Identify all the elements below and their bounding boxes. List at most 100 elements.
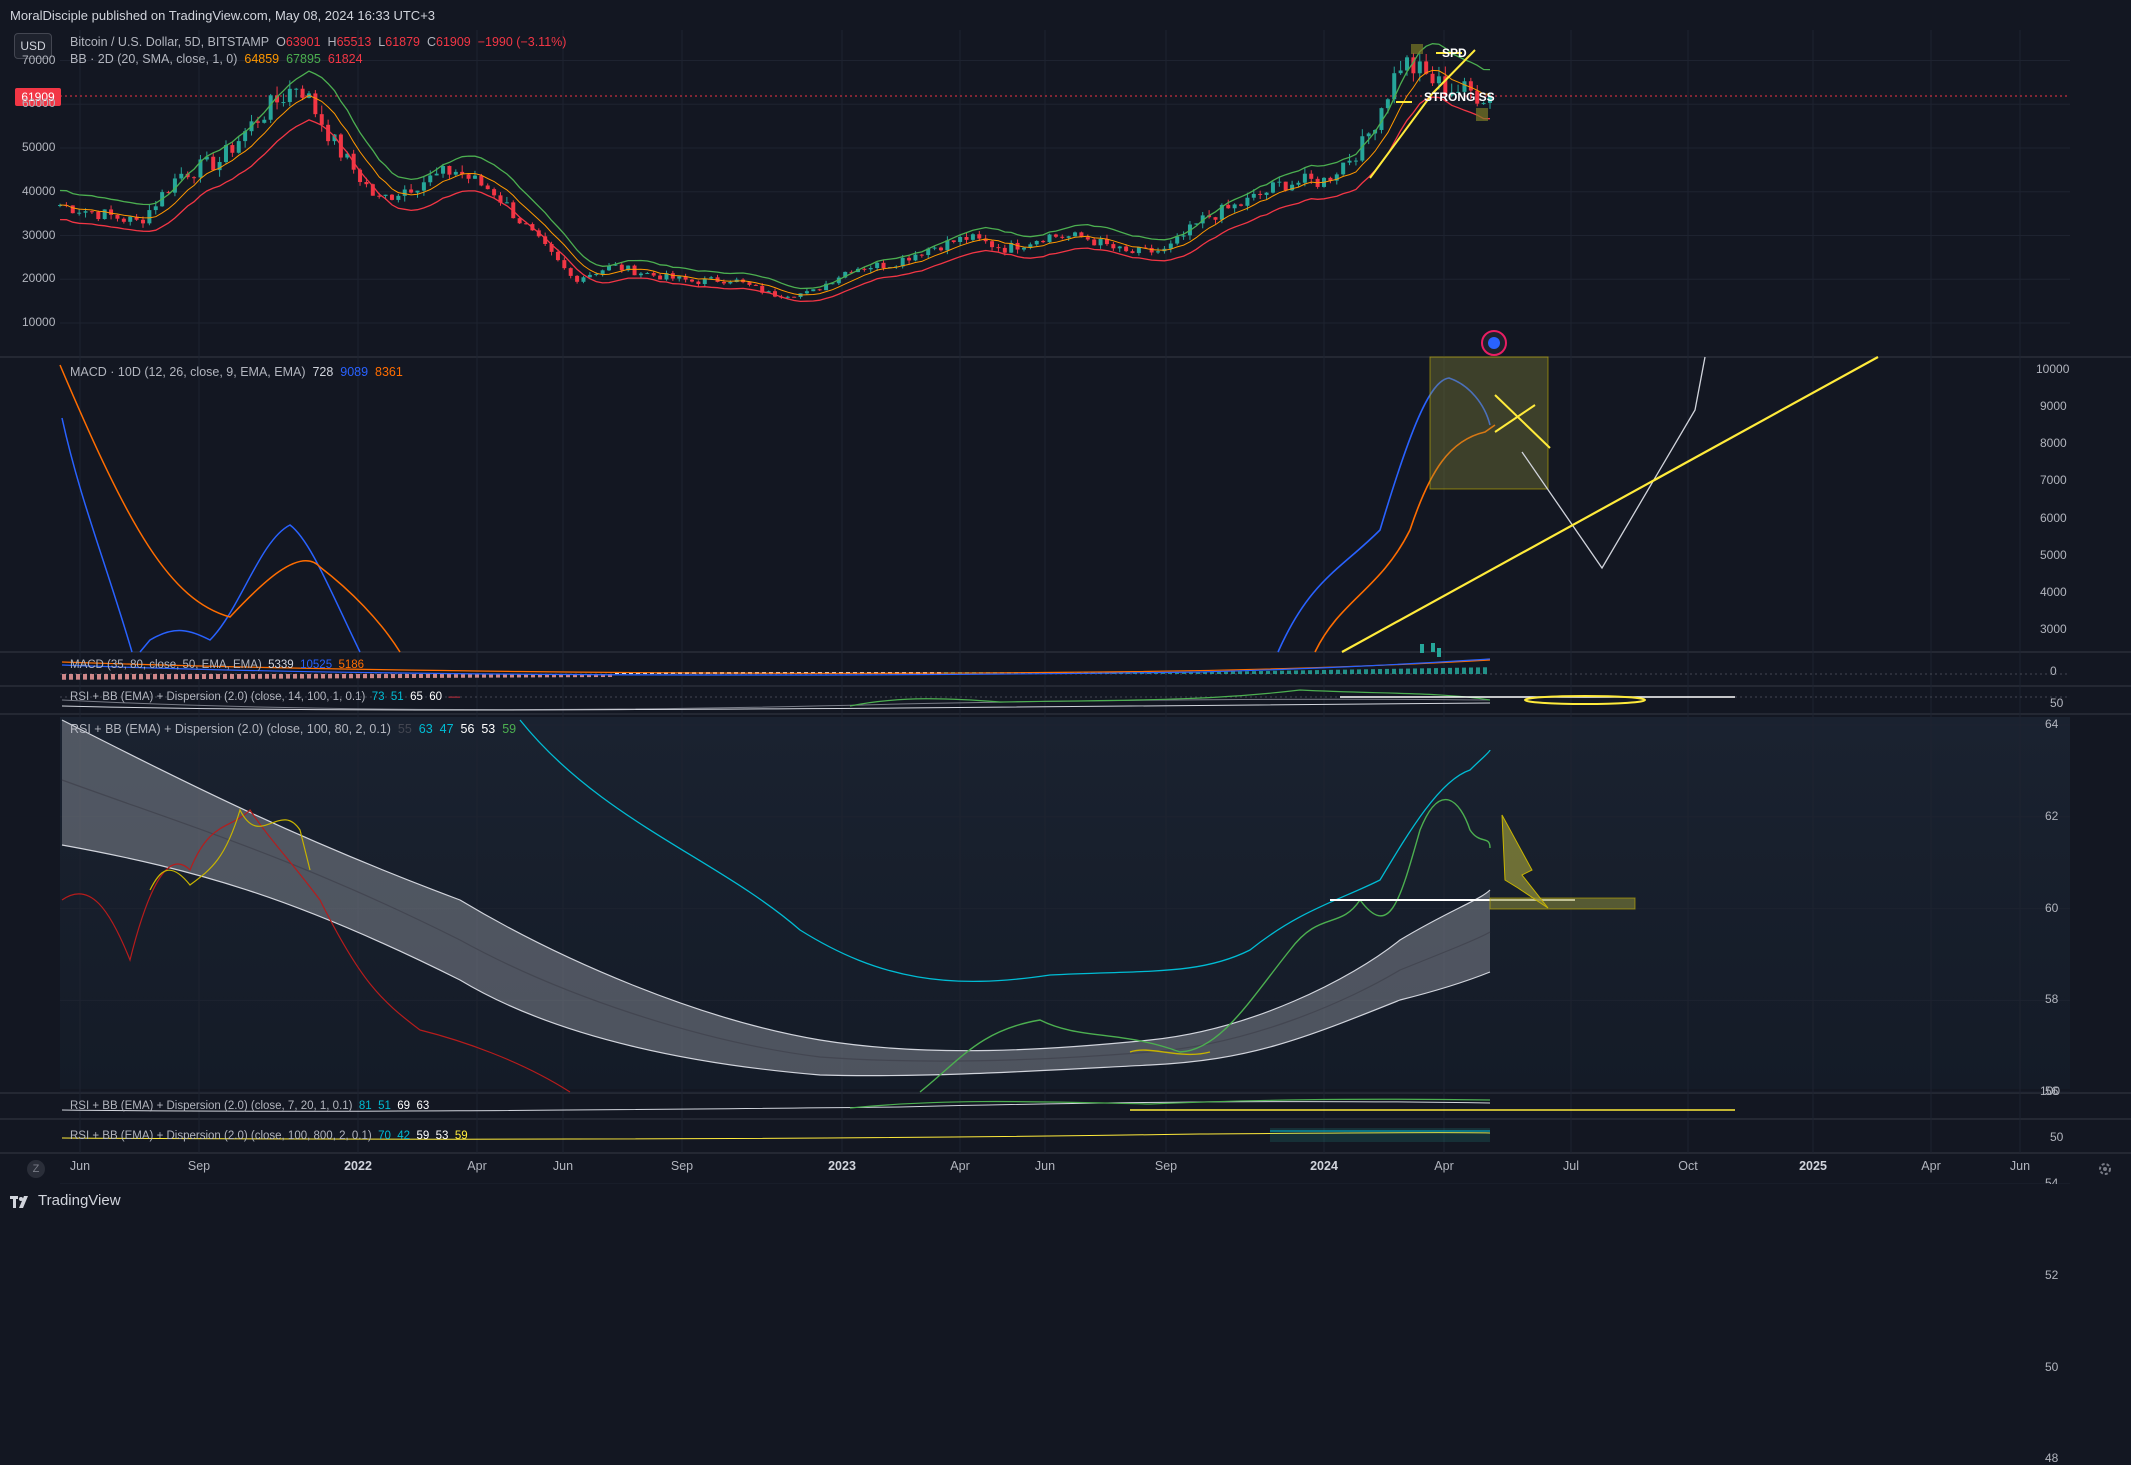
macd2-histogram-bar [545, 674, 549, 678]
rsi4-legend[interactable]: RSI + BB (EMA) + Dispersion (2.0) (close… [70, 1130, 468, 1142]
macd2-histogram-bar [1483, 667, 1487, 674]
candle-body [728, 282, 733, 284]
macd2-histogram-bar [202, 674, 206, 680]
time-tick-label: Sep [1154, 1159, 1178, 1173]
currency-button[interactable]: USD [14, 33, 52, 59]
macd-tick-label: 4000 [2040, 585, 2067, 599]
macd2-histogram-bar [272, 674, 276, 679]
macd1-legend[interactable]: MACD · 10D (12, 26, close, 9, EMA, EMA) … [70, 365, 403, 379]
macd2-histogram-bar [195, 674, 199, 680]
time-tick-label: 2022 [344, 1159, 372, 1173]
candle-body [1347, 160, 1352, 163]
candle-body [134, 216, 139, 220]
rsi4-v5: 59 [454, 1130, 468, 1142]
settings-gear-icon[interactable] [2096, 1160, 2114, 1178]
candle-body [153, 206, 158, 211]
price-tick-label: 40000 [22, 183, 56, 198]
rsi-tick-label: 64 [2045, 717, 2059, 731]
candle-body [1449, 92, 1454, 96]
candle-body [709, 277, 714, 279]
candle-body [1411, 57, 1416, 74]
rsi-tick-label: 60 [2045, 900, 2059, 915]
rsi-line-yellow [149, 808, 311, 891]
candle-body [121, 218, 126, 222]
symbol-legend[interactable]: Bitcoin / U.S. Dollar, 5D, BITSTAMP O639… [70, 35, 566, 49]
macd2-histogram-bar [293, 674, 297, 679]
candle-body [358, 169, 363, 183]
macd2-histogram-bar [139, 674, 143, 680]
time-tick-label: Jun [69, 1159, 91, 1173]
candle-body [70, 205, 75, 214]
plots [58, 43, 1496, 1142]
candle-body [638, 273, 643, 276]
macd2-histogram-bar [1385, 668, 1389, 674]
candle-body [211, 156, 216, 171]
rsi4-pane [61, 1128, 1491, 1142]
macd2-histogram-bar [363, 674, 367, 679]
candle-body [645, 273, 650, 275]
candle-body [345, 153, 350, 158]
candle-body [294, 88, 299, 90]
close-label: C [426, 35, 436, 49]
tradingview-brand[interactable]: TradingView [10, 1192, 121, 1209]
candle-body [721, 281, 726, 284]
macd2-histogram-bar [335, 674, 339, 679]
macd2-legend[interactable]: MACD (35, 80, close, 50, EMA, EMA) 5339 … [70, 659, 364, 671]
macd2-histogram-bar [496, 674, 500, 678]
candle-body [753, 284, 758, 286]
highlight-box [1429, 356, 1549, 490]
user-drawings[interactable] [1130, 44, 1879, 1111]
candle-body [970, 234, 975, 240]
macd2-histogram-bar [251, 674, 255, 679]
rsi1-legend[interactable]: RSI + BB (EMA) + Dispersion (2.0) (close… [70, 691, 460, 703]
rsi1-band [61, 698, 1491, 711]
candle-body [1015, 242, 1020, 250]
macd2-histogram-bar [1329, 669, 1333, 674]
time-tick-label: Sep [187, 1159, 211, 1173]
spd-label[interactable]: SPD [1442, 46, 1467, 60]
rsi3-name: RSI + BB (EMA) + Dispersion (2.0) (close… [70, 1100, 353, 1112]
macd2-histogram-bar [104, 674, 108, 680]
macd2-histogram-bar [1350, 669, 1354, 674]
time-tick-label: 2024 [1310, 1159, 1338, 1173]
macd2-histogram-bar [237, 674, 241, 679]
last-price-tag: 61909 [15, 88, 61, 106]
projection-path [1521, 356, 1706, 570]
macd2-line [61, 658, 1491, 676]
rsi2-v4: 56 [460, 722, 475, 736]
macd2-histogram-bar [342, 674, 346, 679]
candle-body [1468, 81, 1473, 91]
macd2-histogram-bar [482, 674, 486, 678]
candle-body [1283, 181, 1288, 191]
candle-body [843, 271, 848, 278]
reset-zoom-button[interactable]: Z [27, 1160, 45, 1178]
macd2-histogram-bar [314, 674, 318, 679]
candle-body [664, 273, 669, 280]
macd2-histogram-bar [132, 674, 136, 680]
candle-body [677, 276, 682, 279]
candle-body [1124, 246, 1129, 252]
macd2-histogram-bar [307, 674, 311, 679]
box-marker [1411, 44, 1423, 54]
brand-text: TradingView [38, 1192, 121, 1209]
candle-body [421, 182, 426, 191]
candle-body [830, 283, 835, 285]
chart-canvas[interactable] [0, 30, 2131, 1184]
rsi3-legend[interactable]: RSI + BB (EMA) + Dispersion (2.0) (close… [70, 1100, 429, 1112]
candle-body [1258, 193, 1263, 195]
time-tick-label: Jul [1563, 1159, 1579, 1173]
macd2-histogram-bar [1413, 668, 1417, 674]
candle-body [1239, 204, 1244, 206]
strong-ss-label[interactable]: STRONG SS [1424, 90, 1495, 104]
candle-body [900, 257, 905, 267]
bb-legend[interactable]: BB · 2D (20, SMA, close, 1, 0) 64859 678… [70, 52, 363, 66]
rsi2-legend[interactable]: RSI + BB (EMA) + Dispersion (2.0) (close… [70, 722, 516, 736]
macd2-histogram-bar [349, 674, 353, 679]
macd2-histogram-bar [1322, 669, 1326, 674]
candle-body [1436, 76, 1441, 84]
candle-body [364, 182, 369, 185]
macd2-histogram-bar [447, 674, 451, 678]
candle-body [1175, 236, 1180, 244]
macd2-histogram-bar [412, 674, 416, 678]
time-tick-label: Jun [552, 1159, 574, 1173]
